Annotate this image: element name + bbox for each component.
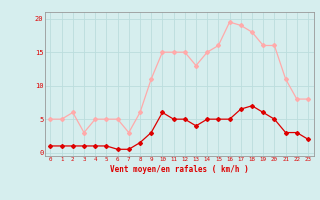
X-axis label: Vent moyen/en rafales ( km/h ): Vent moyen/en rafales ( km/h ) (110, 165, 249, 174)
